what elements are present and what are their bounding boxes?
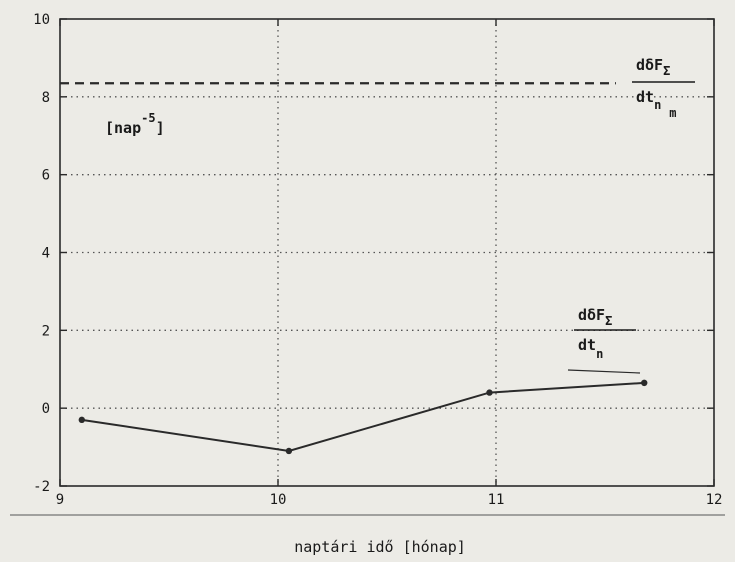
curve-derivative-label: dδFΣ dtn — [567, 306, 641, 374]
curve-label-den-sub: n — [596, 347, 603, 361]
curve-label-numerator: dδF — [578, 306, 605, 324]
grid — [60, 19, 714, 486]
y-tick-label: 0 — [42, 401, 50, 417]
y-tick-label: 6 — [42, 168, 50, 184]
x-tick-label: 10 — [270, 492, 287, 508]
y-tick-label: 4 — [42, 246, 50, 262]
svg-text:dδFΣ: dδFΣ — [636, 56, 670, 78]
svg-text:dtnm: dtnm — [636, 88, 677, 120]
derivative-line — [81, 381, 645, 452]
series — [60, 82, 648, 455]
svg-text:dtn: dtn — [578, 336, 603, 361]
curve-label-denominator: dt — [578, 336, 596, 354]
y-tick-label: 8 — [42, 90, 50, 106]
mean-label-denominator: dt — [636, 88, 654, 106]
mean-label-den-sub2: m — [669, 106, 676, 120]
svg-text:dδFΣ: dδFΣ — [578, 306, 612, 328]
data-point — [285, 447, 293, 455]
y-unit-label: [nap-5] — [105, 111, 165, 137]
mean-label-den-sub: n — [654, 98, 661, 112]
y-tick-label: 10 — [33, 12, 50, 28]
mean-label-num-sub: Σ — [663, 64, 670, 78]
x-tick-label: 12 — [706, 492, 723, 508]
x-axis-label: naptári idő [hónap] — [294, 538, 466, 556]
curve-label-pointer — [567, 369, 641, 374]
data-point — [486, 389, 493, 396]
axis-ticks: -2 0 2 4 6 8 10 9 10 11 12 — [33, 12, 722, 508]
x-tick-label: 9 — [56, 492, 64, 508]
x-tick-label: 11 — [488, 492, 505, 508]
data-point — [641, 379, 648, 387]
data-point — [78, 416, 86, 424]
mean-derivative-label: dδFΣ dtnm — [632, 56, 695, 120]
mean-label-numerator: dδF — [636, 56, 663, 74]
curve-label-num-sub: Σ — [605, 314, 612, 328]
y-tick-label: -2 — [33, 479, 50, 495]
y-tick-label: 2 — [42, 323, 50, 339]
